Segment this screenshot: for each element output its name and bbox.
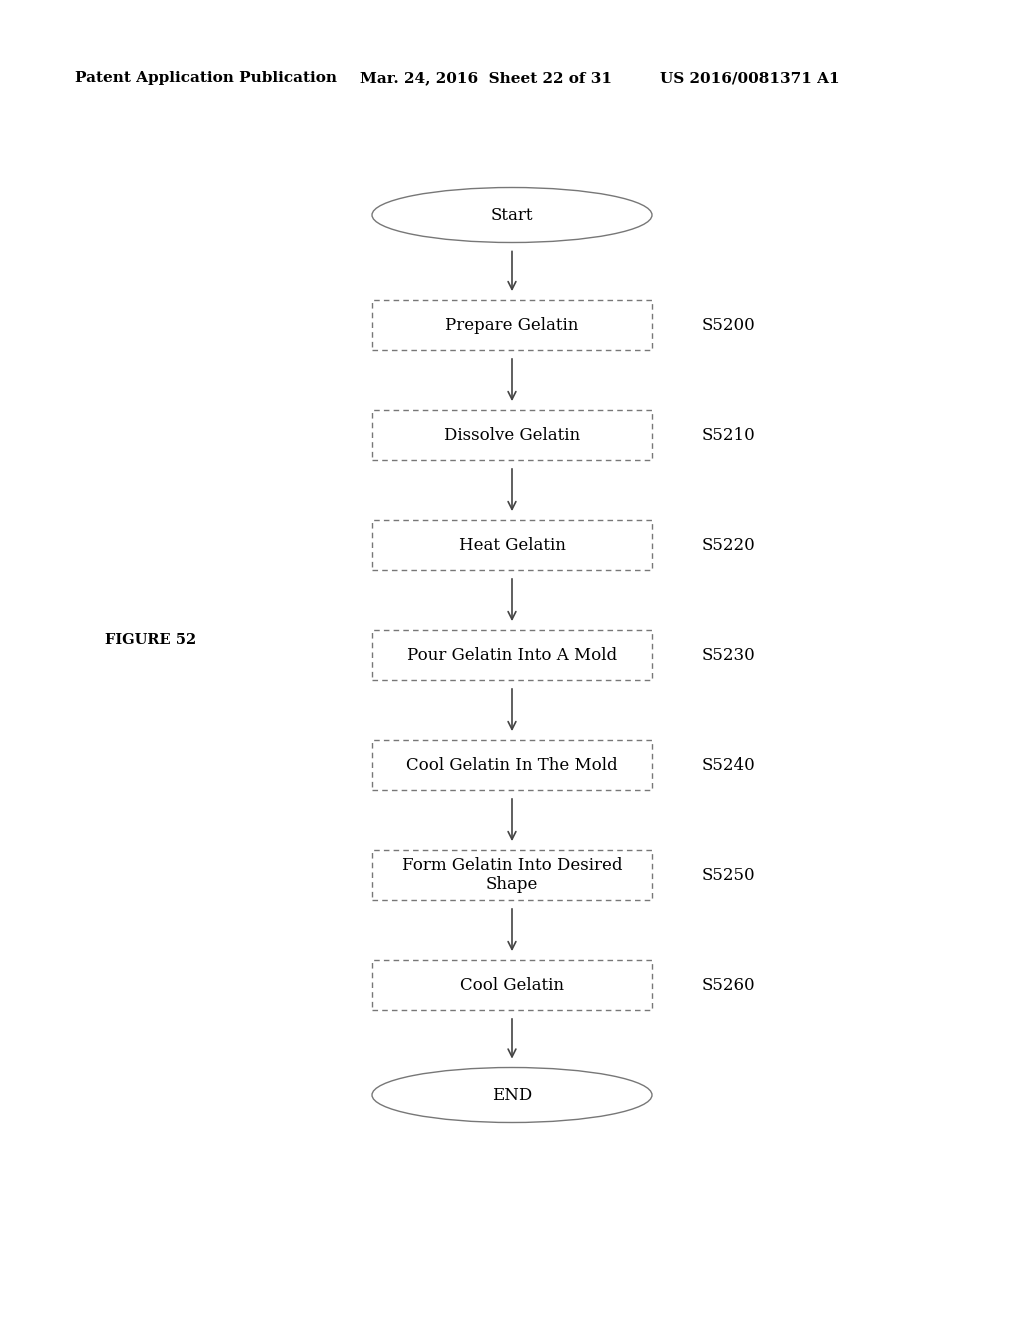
Text: Cool Gelatin: Cool Gelatin — [460, 977, 564, 994]
FancyBboxPatch shape — [372, 411, 652, 459]
Text: S5260: S5260 — [702, 977, 756, 994]
FancyBboxPatch shape — [372, 850, 652, 900]
FancyBboxPatch shape — [372, 960, 652, 1010]
Text: S5220: S5220 — [702, 536, 756, 553]
Text: Cool Gelatin In The Mold: Cool Gelatin In The Mold — [407, 756, 617, 774]
Text: Patent Application Publication: Patent Application Publication — [75, 71, 337, 84]
Text: Heat Gelatin: Heat Gelatin — [459, 536, 565, 553]
Text: US 2016/0081371 A1: US 2016/0081371 A1 — [660, 71, 840, 84]
Text: Dissolve Gelatin: Dissolve Gelatin — [444, 426, 580, 444]
Text: Pour Gelatin Into A Mold: Pour Gelatin Into A Mold — [407, 647, 617, 664]
Ellipse shape — [372, 1068, 652, 1122]
Ellipse shape — [372, 187, 652, 243]
Text: Form Gelatin Into Desired
Shape: Form Gelatin Into Desired Shape — [401, 857, 623, 894]
FancyBboxPatch shape — [372, 520, 652, 570]
Text: FIGURE 52: FIGURE 52 — [105, 634, 197, 647]
FancyBboxPatch shape — [372, 741, 652, 789]
Text: S5250: S5250 — [702, 866, 756, 883]
Text: Mar. 24, 2016  Sheet 22 of 31: Mar. 24, 2016 Sheet 22 of 31 — [360, 71, 612, 84]
Text: S5240: S5240 — [702, 756, 756, 774]
Text: END: END — [492, 1086, 532, 1104]
Text: Start: Start — [490, 206, 534, 223]
Text: S5200: S5200 — [702, 317, 756, 334]
FancyBboxPatch shape — [372, 300, 652, 350]
Text: S5230: S5230 — [702, 647, 756, 664]
FancyBboxPatch shape — [372, 630, 652, 680]
Text: Prepare Gelatin: Prepare Gelatin — [445, 317, 579, 334]
Text: S5210: S5210 — [702, 426, 756, 444]
